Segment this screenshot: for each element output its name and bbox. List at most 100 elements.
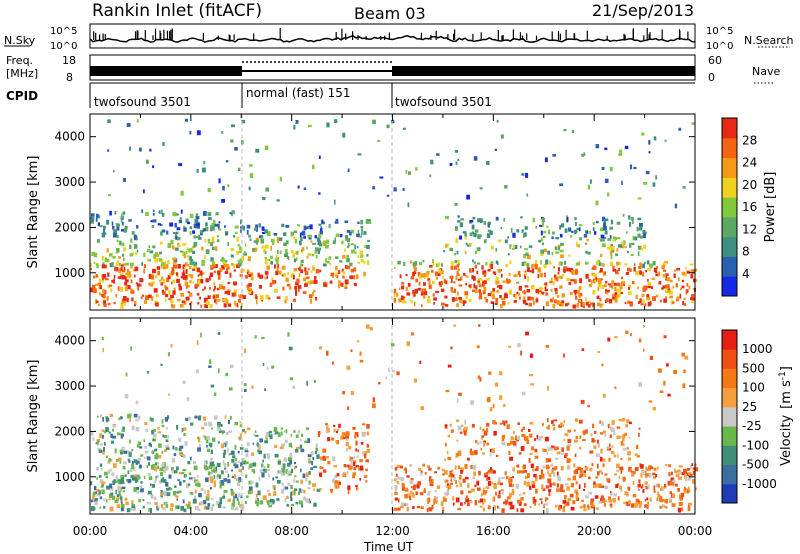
echo-cell bbox=[602, 430, 607, 434]
echo-cell bbox=[430, 159, 434, 165]
echo-cell bbox=[185, 473, 188, 478]
echo-cell bbox=[136, 225, 139, 229]
echo-cell bbox=[129, 146, 131, 151]
echo-cell bbox=[575, 468, 579, 474]
echo-cell bbox=[249, 173, 254, 179]
echo-cell bbox=[576, 241, 578, 247]
echo-cell bbox=[600, 449, 603, 454]
echo-cell bbox=[517, 422, 520, 425]
echo-cell bbox=[217, 270, 221, 275]
echo-cell bbox=[645, 473, 650, 477]
echo-cell bbox=[225, 160, 229, 163]
echo-cell bbox=[130, 238, 133, 243]
echo-cell bbox=[454, 259, 457, 264]
echo-cell bbox=[539, 474, 542, 480]
echo-cell bbox=[116, 239, 119, 242]
echo-cell bbox=[96, 488, 100, 492]
echo-cell bbox=[162, 290, 166, 295]
echo-cell bbox=[617, 496, 620, 501]
echo-cell bbox=[205, 466, 209, 470]
echo-cell bbox=[622, 443, 625, 447]
echo-cell bbox=[300, 439, 303, 442]
echo-cell bbox=[240, 219, 242, 225]
echo-cell bbox=[491, 245, 494, 250]
echo-cell bbox=[97, 440, 99, 446]
echo-cell bbox=[688, 502, 693, 506]
echo-cell bbox=[407, 202, 410, 208]
echo-cell bbox=[597, 471, 600, 476]
echo-cell bbox=[594, 439, 596, 442]
echo-cell bbox=[120, 504, 125, 509]
echo-cell bbox=[155, 253, 160, 257]
echo-cell bbox=[221, 131, 224, 134]
echo-cell bbox=[509, 244, 512, 247]
echo-cell bbox=[341, 268, 344, 273]
echo-cell bbox=[493, 484, 497, 490]
echo-cell bbox=[479, 187, 483, 190]
echo-cell bbox=[655, 273, 659, 277]
echo-cell bbox=[472, 476, 475, 479]
echo-cell bbox=[565, 483, 569, 486]
echo-cell bbox=[465, 295, 468, 299]
echo-cell bbox=[211, 469, 216, 473]
echo-cell bbox=[209, 359, 212, 364]
echo-cell bbox=[554, 287, 558, 291]
echo-cell bbox=[154, 252, 159, 255]
echo-cell bbox=[99, 225, 103, 228]
echo-cell bbox=[674, 269, 677, 272]
echo-cell bbox=[317, 249, 320, 255]
echo-cell bbox=[458, 297, 462, 300]
echo-cell bbox=[669, 497, 671, 502]
echo-cell bbox=[515, 435, 517, 439]
echo-cell bbox=[306, 472, 309, 478]
echo-cell bbox=[293, 124, 296, 130]
echo-cell bbox=[491, 294, 495, 300]
colorbar-tick-label: -500 bbox=[742, 458, 769, 472]
echo-cell bbox=[131, 297, 134, 302]
echo-cell bbox=[131, 500, 134, 504]
echo-cell bbox=[620, 489, 623, 492]
echo-cell bbox=[598, 238, 602, 241]
echo-cell bbox=[544, 282, 548, 285]
echo-cell bbox=[496, 454, 499, 457]
echo-cell bbox=[164, 417, 169, 422]
echo-cell bbox=[366, 244, 370, 249]
echo-cell bbox=[219, 497, 222, 501]
echo-cell bbox=[278, 237, 283, 241]
echo-cell bbox=[613, 493, 617, 497]
echo-cell bbox=[428, 507, 433, 512]
echo-cell bbox=[646, 504, 649, 509]
echo-cell bbox=[158, 443, 162, 448]
echo-cell bbox=[691, 301, 694, 304]
echo-cell bbox=[184, 275, 188, 280]
echo-cell bbox=[288, 442, 292, 447]
echo-cell bbox=[125, 272, 130, 275]
echo-cell bbox=[635, 270, 640, 276]
echo-cell bbox=[482, 452, 485, 455]
echo-cell bbox=[414, 261, 418, 266]
echo-cell bbox=[111, 221, 114, 226]
echo-cell bbox=[209, 444, 212, 448]
echo-cell bbox=[179, 481, 182, 486]
echo-cell bbox=[691, 122, 695, 125]
echo-cell bbox=[437, 262, 441, 267]
echo-cell bbox=[555, 237, 560, 240]
echo-cell bbox=[280, 427, 284, 430]
echo-cell bbox=[301, 251, 303, 254]
echo-cell bbox=[551, 251, 554, 256]
echo-cell bbox=[538, 503, 540, 506]
echo-cell bbox=[204, 239, 207, 243]
echo-cell bbox=[154, 449, 158, 452]
echo-cell bbox=[659, 496, 661, 502]
echo-cell bbox=[229, 212, 233, 215]
echo-cell bbox=[266, 453, 270, 459]
echo-cell bbox=[225, 232, 228, 236]
echo-cell bbox=[212, 504, 215, 507]
echo-cell bbox=[596, 453, 600, 458]
echo-cell bbox=[116, 235, 119, 239]
echo-cell bbox=[248, 283, 252, 287]
echo-cell bbox=[129, 262, 134, 267]
echo-cell bbox=[177, 479, 181, 482]
echo-cell bbox=[168, 290, 171, 295]
echo-cell bbox=[332, 275, 334, 278]
